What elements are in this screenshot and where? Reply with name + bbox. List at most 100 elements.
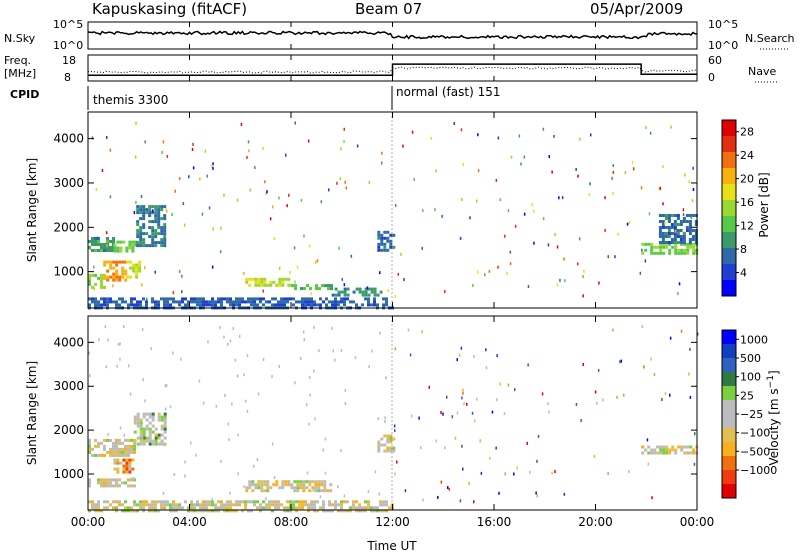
speckle-cell	[692, 188, 695, 191]
heat-cell	[688, 214, 692, 217]
heat-cell	[94, 438, 97, 442]
heat-cell	[650, 251, 654, 255]
heat-cell	[253, 297, 256, 301]
heat-cell	[103, 447, 106, 451]
colorbar-segment	[722, 232, 736, 248]
speckle-cell	[495, 178, 498, 182]
heat-cell	[132, 269, 136, 273]
heat-cell	[260, 489, 264, 493]
speckle-cell	[140, 195, 143, 199]
heat-cell	[373, 297, 376, 301]
heat-cell	[320, 480, 324, 484]
heat-cell	[386, 236, 390, 240]
speckle-cell	[664, 221, 666, 225]
speckle-cell	[243, 373, 245, 377]
speckle-cell	[265, 483, 267, 487]
heat-cell	[263, 483, 267, 487]
heat-cell	[685, 229, 689, 232]
colorbar-tick-label: 24	[740, 149, 754, 162]
heat-cell	[151, 300, 154, 304]
heat-cell	[115, 478, 118, 482]
heat-cell	[128, 461, 132, 465]
heat-cell	[136, 223, 140, 227]
heat-cell	[154, 217, 158, 221]
speckle-cell	[670, 125, 672, 129]
heat-cell	[376, 506, 379, 510]
heat-cell	[139, 436, 143, 440]
heat-cell	[670, 241, 674, 244]
heat-cell	[88, 450, 91, 454]
speckle-cell	[611, 176, 613, 180]
heat-cell	[377, 242, 381, 246]
heat-cell	[380, 248, 384, 252]
heat-cell	[148, 509, 151, 513]
heat-cell	[148, 220, 152, 224]
heat-cell	[133, 503, 136, 507]
heat-cell	[163, 241, 167, 245]
speckle-cell	[644, 259, 647, 263]
heat-cell	[142, 430, 146, 434]
speckle-cell	[249, 188, 251, 192]
heat-cell	[151, 226, 155, 230]
speckle-cell	[133, 477, 135, 480]
heat-cell	[377, 446, 381, 450]
heat-cell	[301, 506, 304, 510]
heat-cell	[641, 445, 645, 449]
heat-cell	[298, 500, 301, 504]
heat-cell	[154, 232, 158, 236]
heat-cell	[142, 238, 146, 242]
speckle-cell	[343, 127, 345, 131]
heat-cell	[241, 509, 244, 513]
heat-cell	[383, 248, 387, 252]
heat-cell	[91, 240, 94, 243]
freq-tick-bottom: 8	[64, 71, 71, 84]
heat-cell	[668, 248, 672, 252]
speckle-cell	[579, 137, 581, 141]
speckle-cell	[643, 365, 645, 369]
heat-cell	[163, 244, 167, 248]
heat-cell	[373, 509, 376, 513]
heat-cell	[97, 441, 100, 445]
heat-cell	[157, 226, 161, 230]
heat-cell	[275, 483, 279, 487]
speckle-cell	[551, 170, 553, 174]
heat-cell	[151, 235, 155, 239]
heat-cell	[145, 244, 149, 248]
heat-cell	[322, 500, 325, 504]
heat-cell	[295, 300, 298, 304]
heat-cell	[679, 229, 683, 232]
heat-cell	[124, 450, 127, 454]
heat-cell	[133, 418, 137, 422]
speckle-cell	[639, 271, 642, 275]
heat-cell	[307, 300, 310, 304]
heat-cell	[664, 226, 668, 229]
heat-cell	[160, 229, 164, 233]
heat-cell	[115, 260, 119, 264]
speckle-cell	[303, 338, 305, 342]
heat-cell	[133, 297, 136, 301]
heat-cell	[676, 223, 680, 226]
heat-cell	[329, 489, 333, 493]
heat-cell	[169, 509, 172, 513]
heat-cell	[139, 300, 142, 304]
speckle-cell	[223, 193, 225, 197]
x-tick-label: 00:00	[680, 515, 715, 529]
heat-cell	[340, 290, 344, 294]
speckle-cell	[379, 271, 381, 275]
heat-cell	[133, 509, 136, 513]
heat-cell	[367, 297, 370, 301]
heat-cell	[130, 484, 133, 488]
speckle-cell	[236, 198, 239, 202]
speckle-cell	[577, 174, 579, 178]
heat-cell	[361, 506, 364, 510]
heat-cell	[211, 500, 214, 504]
speckle-cell	[691, 199, 694, 203]
speckle-cell	[308, 375, 311, 379]
heat-cell	[160, 297, 163, 301]
speckle-cell	[394, 347, 396, 351]
speckle-cell	[460, 346, 463, 350]
heat-cell	[667, 217, 671, 220]
heat-cell	[154, 229, 158, 233]
speckle-cell	[117, 342, 120, 346]
heat-cell	[106, 500, 109, 504]
